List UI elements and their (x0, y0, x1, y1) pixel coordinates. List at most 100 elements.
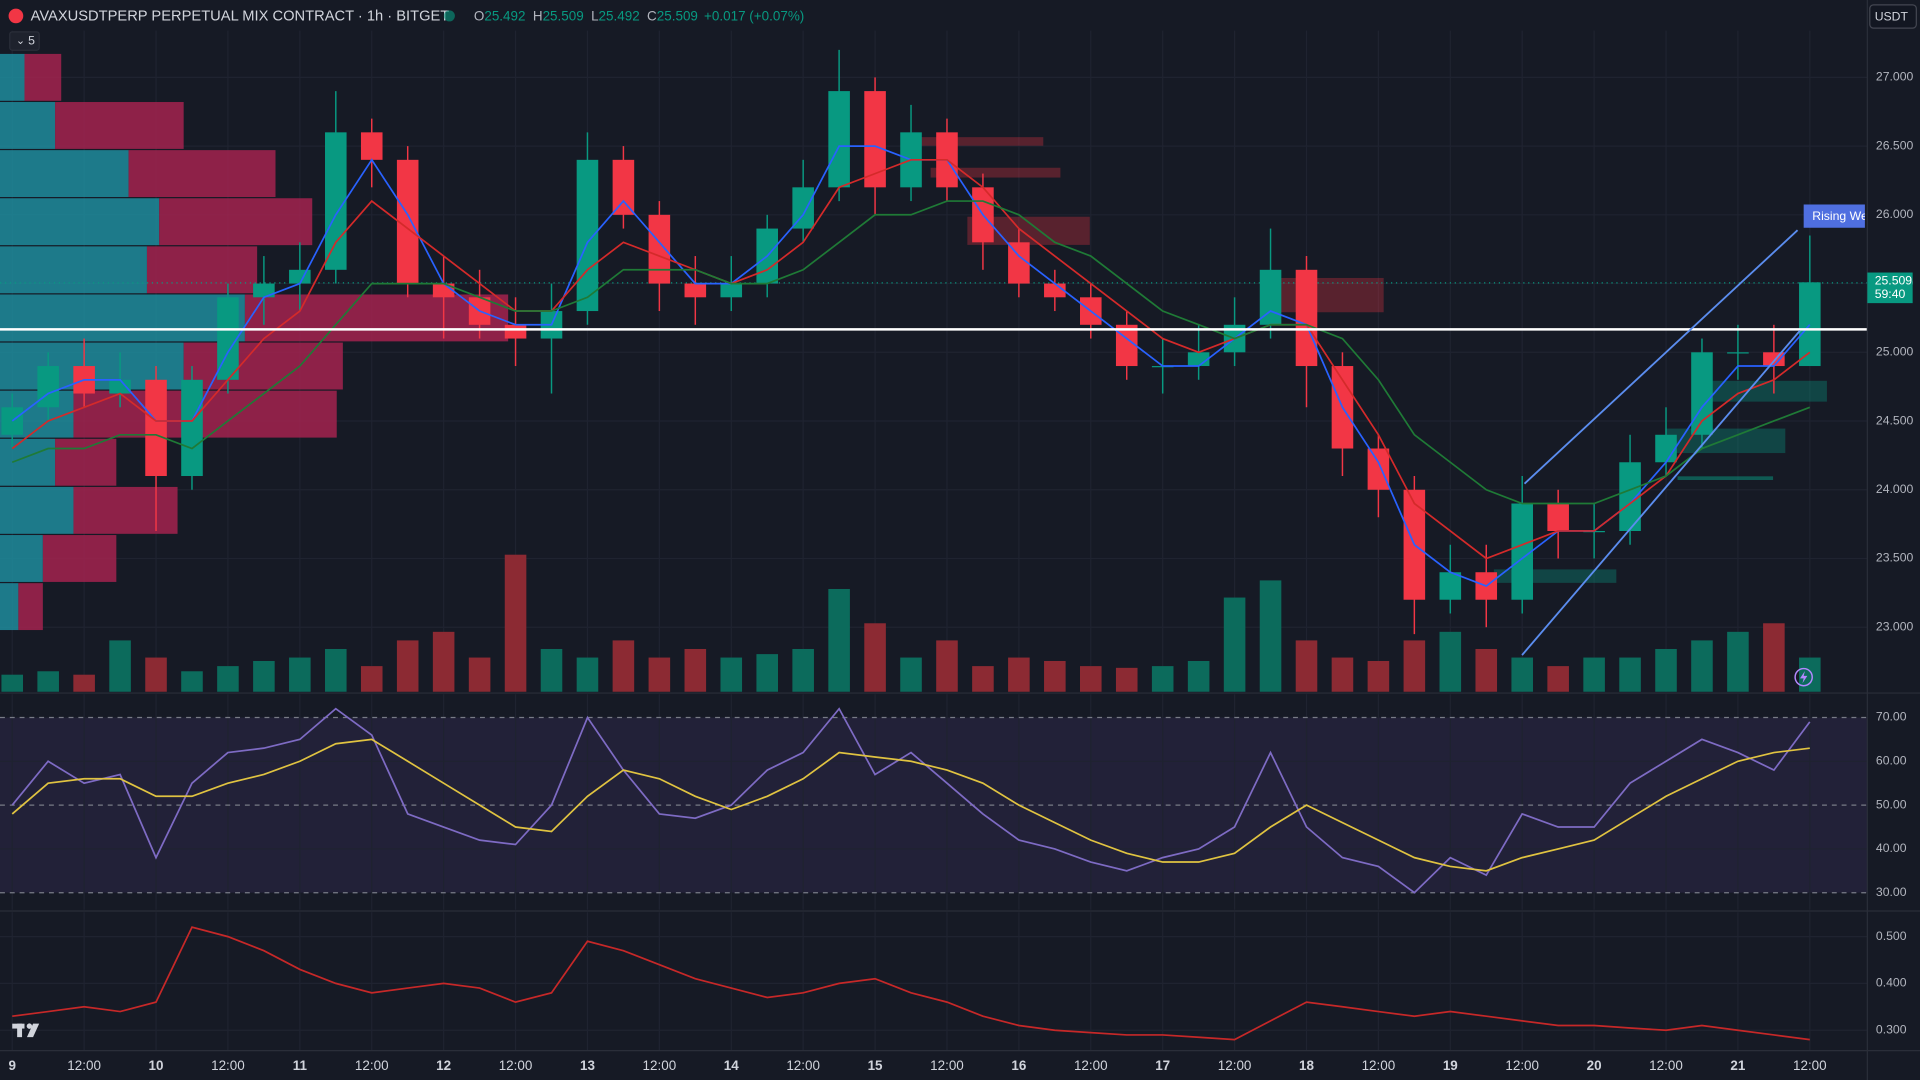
y-tick-label: 25.000 (1876, 345, 1914, 359)
candle-body (1511, 503, 1533, 600)
candle-body (217, 297, 239, 380)
x-tick-label: 20 (1587, 1058, 1602, 1073)
logo-part (26, 1023, 40, 1038)
ohlc-key: L (591, 8, 599, 23)
x-tick-label: 12:00 (355, 1058, 389, 1073)
volume-bar (1295, 640, 1318, 692)
y-tick-label: 0.300 (1876, 1022, 1907, 1036)
volume-bar (1, 674, 24, 692)
candle-body (1619, 462, 1641, 531)
logo-part (17, 1023, 23, 1038)
volume-bar (1331, 657, 1354, 692)
ohlc-legend: O25.492 H25.509 L25.492 C25.509 +0.017 (+0.0… (474, 8, 804, 23)
profile-bar (159, 198, 313, 246)
profile-bar (0, 535, 43, 582)
candle-body (37, 366, 59, 408)
profile-bar (73, 390, 337, 438)
candle-body (1008, 242, 1030, 284)
wedge-line (1521, 330, 1801, 656)
x-tick-label: 12:00 (643, 1058, 677, 1073)
volume-bar (972, 666, 994, 692)
volume-bar (145, 657, 167, 692)
alert-icon[interactable] (1794, 667, 1813, 687)
volume-bar (1547, 666, 1569, 692)
volume-bar (1223, 597, 1246, 692)
line-layer (11, 145, 1811, 1041)
candle-body (181, 379, 203, 477)
profile-bar (0, 294, 245, 342)
candle-body (1259, 269, 1282, 325)
x-tick-label: 14 (724, 1058, 739, 1073)
currency-label: USDT (1875, 9, 1909, 23)
x-tick-label: 12:00 (67, 1058, 101, 1073)
volume-bar (468, 657, 491, 692)
volume-bar (109, 640, 131, 692)
volume-bar (1475, 648, 1498, 692)
profile-bar (42, 535, 117, 582)
candle-body (612, 159, 635, 215)
candle-body (1727, 352, 1749, 354)
candle-body (325, 132, 347, 270)
profile-bar (183, 342, 343, 390)
series-line (11, 158, 1811, 560)
candle-body (720, 283, 743, 298)
candle-body (684, 283, 707, 298)
currency-button[interactable] (1869, 4, 1917, 29)
volume-bar (1044, 660, 1066, 692)
candle-body (1655, 434, 1677, 463)
x-tick-label: 9 (8, 1058, 15, 1073)
series-line (11, 707, 1811, 894)
ohlc-key: C (647, 8, 657, 23)
profile-layer (0, 53, 509, 631)
volume-bar (1583, 657, 1605, 692)
supply-zone (930, 167, 1061, 178)
y-tick-label: 26.000 (1876, 207, 1914, 221)
volume-bar (360, 666, 383, 692)
candle-body (1, 407, 24, 435)
y-tick-label: 27.000 (1876, 70, 1914, 84)
candle-body (1115, 324, 1138, 367)
volume-bar (432, 631, 455, 692)
x-tick-label: 21 (1730, 1058, 1745, 1073)
volume-bar (1187, 660, 1210, 692)
volume-bar (612, 640, 635, 692)
volume-bar (864, 623, 886, 692)
volume-bar (1763, 623, 1785, 692)
volume-bar (1403, 640, 1426, 692)
series-line (11, 200, 1811, 505)
candle-body (864, 91, 886, 188)
candle-body (648, 214, 671, 284)
candle-body (1547, 503, 1569, 531)
profile-bar (0, 150, 129, 198)
candle-body (396, 159, 419, 284)
logo-part (26, 1023, 33, 1029)
volume-bar (1367, 660, 1390, 692)
candle-body (1763, 352, 1785, 367)
profile-bar (55, 102, 184, 149)
candle-body (289, 269, 311, 284)
candle-body (504, 324, 527, 339)
x-tick-label: 13 (580, 1058, 595, 1073)
y-tick-label: 23.500 (1876, 551, 1914, 565)
profile-bar (244, 294, 509, 342)
y-tick-label: 26.500 (1876, 138, 1914, 152)
candle-body (360, 132, 383, 160)
indicator-count: 5 (28, 33, 35, 47)
volume-bar (1259, 580, 1282, 692)
status-dot (443, 10, 455, 22)
x-tick-label: 12:00 (1793, 1058, 1827, 1073)
alert-icon-bolt (1800, 671, 1808, 684)
pattern-tag (1803, 204, 1865, 228)
indicator-toggle[interactable] (9, 31, 40, 51)
volume-bar (1727, 631, 1749, 692)
series-line (12, 926, 1810, 1041)
volume-bar (253, 660, 275, 692)
x-tick-label: 10 (149, 1058, 164, 1073)
profile-bar (55, 438, 117, 486)
ohlc-key: H (533, 8, 543, 23)
price-tag (1867, 272, 1913, 304)
x-tick-label: 12:00 (1218, 1058, 1252, 1073)
